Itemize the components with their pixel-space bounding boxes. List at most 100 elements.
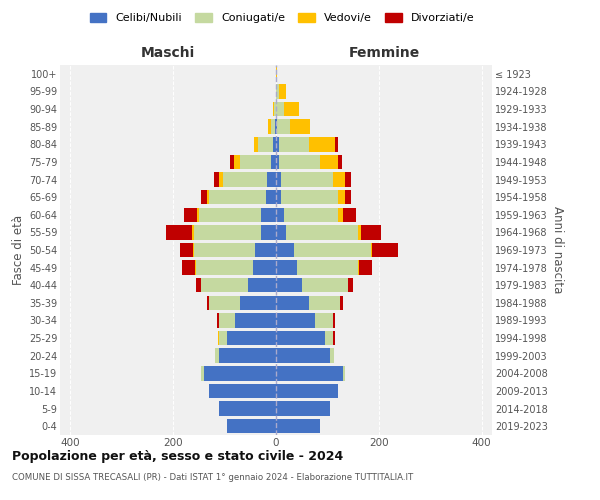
Bar [276, 366, 343, 380]
Bar [271, 154, 276, 169]
Bar [194, 225, 260, 240]
Bar [338, 208, 343, 222]
Bar [256, 243, 276, 257]
Bar [214, 172, 219, 186]
Bar [343, 208, 356, 222]
Bar [346, 190, 350, 204]
Bar [276, 314, 314, 328]
Bar [278, 84, 286, 98]
Legend: Celibi/Nubili, Coniugati/e, Vedovi/e, Divorziati/e: Celibi/Nubili, Coniugati/e, Vedovi/e, Di… [85, 8, 479, 28]
Bar [281, 172, 332, 186]
Bar [197, 208, 199, 222]
Bar [202, 190, 206, 204]
Bar [268, 120, 271, 134]
Bar [276, 348, 330, 363]
Bar [220, 314, 235, 328]
Bar [276, 331, 325, 345]
Bar [220, 348, 276, 363]
Bar [276, 402, 330, 416]
Bar [253, 260, 276, 275]
Y-axis label: Fasce di età: Fasce di età [11, 215, 25, 285]
Bar [258, 137, 274, 152]
Bar [314, 314, 332, 328]
Bar [371, 243, 372, 257]
Bar [204, 366, 276, 380]
Bar [348, 278, 353, 292]
Bar [274, 137, 276, 152]
Bar [193, 243, 194, 257]
Bar [194, 243, 256, 257]
Bar [227, 419, 276, 434]
Bar [276, 66, 277, 81]
Bar [276, 384, 338, 398]
Bar [278, 154, 320, 169]
Bar [217, 314, 220, 328]
Bar [196, 278, 202, 292]
Bar [166, 225, 192, 240]
Bar [184, 208, 197, 222]
Bar [294, 243, 371, 257]
Bar [346, 172, 350, 186]
Bar [202, 366, 204, 380]
Bar [195, 260, 196, 275]
Bar [260, 208, 276, 222]
Text: Popolazione per età, sesso e stato civile - 2024: Popolazione per età, sesso e stato civil… [12, 450, 343, 463]
Bar [310, 296, 340, 310]
Bar [180, 243, 193, 257]
Bar [358, 260, 359, 275]
Bar [196, 260, 253, 275]
Bar [230, 154, 234, 169]
Bar [276, 190, 281, 204]
Bar [192, 225, 194, 240]
Bar [276, 278, 302, 292]
Bar [284, 102, 299, 117]
Bar [276, 419, 320, 434]
Bar [338, 190, 346, 204]
Bar [332, 314, 335, 328]
Bar [248, 278, 276, 292]
Bar [276, 120, 277, 134]
Bar [320, 154, 338, 169]
Bar [277, 120, 290, 134]
Bar [267, 172, 276, 186]
Bar [290, 120, 310, 134]
Bar [284, 208, 338, 222]
Text: Femmine: Femmine [349, 46, 419, 60]
Bar [276, 243, 294, 257]
Bar [310, 137, 335, 152]
Bar [234, 154, 240, 169]
Bar [206, 296, 209, 310]
Bar [182, 260, 195, 275]
Bar [332, 331, 335, 345]
Bar [220, 402, 276, 416]
Bar [296, 260, 358, 275]
Bar [281, 190, 338, 204]
Bar [199, 208, 260, 222]
Bar [343, 366, 346, 380]
Bar [220, 331, 227, 345]
Bar [332, 172, 346, 186]
Bar [206, 190, 209, 204]
Bar [218, 331, 220, 345]
Bar [227, 331, 276, 345]
Bar [338, 154, 342, 169]
Bar [359, 260, 372, 275]
Bar [240, 296, 276, 310]
Bar [361, 225, 382, 240]
Bar [276, 225, 286, 240]
Bar [276, 137, 278, 152]
Bar [254, 137, 258, 152]
Bar [278, 137, 310, 152]
Bar [276, 84, 278, 98]
Bar [209, 190, 266, 204]
Bar [260, 225, 276, 240]
Bar [330, 348, 334, 363]
Bar [276, 102, 284, 117]
Bar [240, 154, 271, 169]
Bar [266, 190, 276, 204]
Bar [202, 278, 248, 292]
Bar [276, 154, 278, 169]
Bar [276, 260, 296, 275]
Bar [275, 120, 276, 134]
Bar [276, 172, 281, 186]
